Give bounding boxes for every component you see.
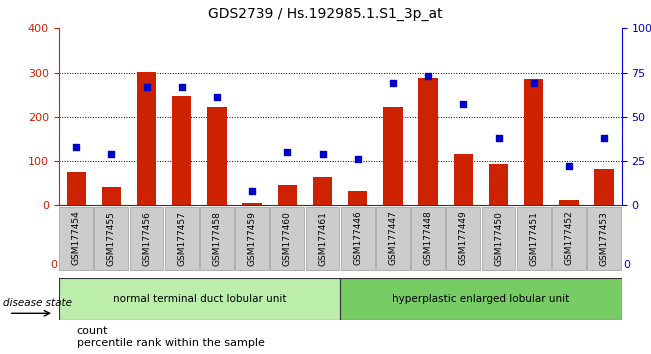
Bar (383, 107, 402, 205)
Text: GSM177451: GSM177451 (529, 211, 538, 266)
Text: GSM177450: GSM177450 (494, 211, 503, 266)
Bar (348, 191, 367, 205)
Text: disease state: disease state (3, 298, 72, 308)
Bar (278, 184, 297, 205)
Text: GSM177458: GSM177458 (212, 211, 221, 266)
Bar (66, 172, 86, 205)
Text: GSM177456: GSM177456 (142, 211, 151, 266)
Text: GSM177448: GSM177448 (424, 211, 433, 266)
Bar (489, 164, 508, 205)
FancyBboxPatch shape (376, 207, 410, 269)
FancyBboxPatch shape (270, 207, 304, 269)
Text: 0: 0 (624, 259, 630, 269)
Bar (313, 177, 332, 205)
Point (388, 80, 398, 86)
Point (317, 151, 327, 157)
Bar (207, 107, 227, 205)
Bar (419, 78, 438, 205)
Point (212, 95, 222, 100)
Bar (454, 154, 473, 205)
Point (564, 164, 574, 169)
Bar (137, 72, 156, 205)
Text: GDS2739 / Hs.192985.1.S1_3p_at: GDS2739 / Hs.192985.1.S1_3p_at (208, 7, 443, 21)
Point (529, 80, 539, 86)
Text: GSM177446: GSM177446 (353, 211, 362, 266)
Text: GSM177459: GSM177459 (247, 211, 256, 266)
Point (423, 73, 434, 79)
Text: percentile rank within the sample: percentile rank within the sample (77, 338, 265, 348)
Text: hyperplastic enlarged lobular unit: hyperplastic enlarged lobular unit (393, 294, 570, 304)
FancyBboxPatch shape (341, 207, 374, 269)
Text: normal terminal duct lobular unit: normal terminal duct lobular unit (113, 294, 286, 304)
FancyBboxPatch shape (552, 207, 586, 269)
Point (247, 188, 257, 194)
Point (353, 156, 363, 162)
Point (458, 102, 469, 107)
Point (71, 144, 81, 150)
Text: GSM177449: GSM177449 (459, 211, 468, 266)
FancyBboxPatch shape (340, 278, 622, 320)
FancyBboxPatch shape (130, 207, 163, 269)
Bar (102, 187, 121, 205)
Text: GSM177460: GSM177460 (283, 211, 292, 266)
Point (599, 135, 609, 141)
Text: GSM177461: GSM177461 (318, 211, 327, 266)
Text: GSM177452: GSM177452 (564, 211, 574, 266)
Text: GSM177457: GSM177457 (177, 211, 186, 266)
FancyBboxPatch shape (482, 207, 516, 269)
FancyBboxPatch shape (306, 207, 339, 269)
Bar (524, 79, 544, 205)
Text: 0: 0 (50, 259, 57, 269)
Point (176, 84, 187, 90)
Bar (242, 203, 262, 205)
Point (493, 135, 504, 141)
FancyBboxPatch shape (587, 207, 621, 269)
FancyBboxPatch shape (59, 278, 340, 320)
FancyBboxPatch shape (411, 207, 445, 269)
Text: GSM177454: GSM177454 (72, 211, 81, 266)
FancyBboxPatch shape (200, 207, 234, 269)
Bar (559, 200, 579, 205)
Point (282, 149, 292, 155)
FancyBboxPatch shape (235, 207, 269, 269)
Point (141, 84, 152, 90)
FancyBboxPatch shape (517, 207, 551, 269)
Text: count: count (77, 326, 108, 336)
FancyBboxPatch shape (165, 207, 199, 269)
Point (106, 151, 117, 157)
FancyBboxPatch shape (447, 207, 480, 269)
Bar (172, 96, 191, 205)
Bar (594, 169, 614, 205)
FancyBboxPatch shape (59, 207, 93, 269)
FancyBboxPatch shape (94, 207, 128, 269)
Text: GSM177455: GSM177455 (107, 211, 116, 266)
Text: GSM177453: GSM177453 (600, 211, 609, 266)
Text: GSM177447: GSM177447 (389, 211, 398, 266)
